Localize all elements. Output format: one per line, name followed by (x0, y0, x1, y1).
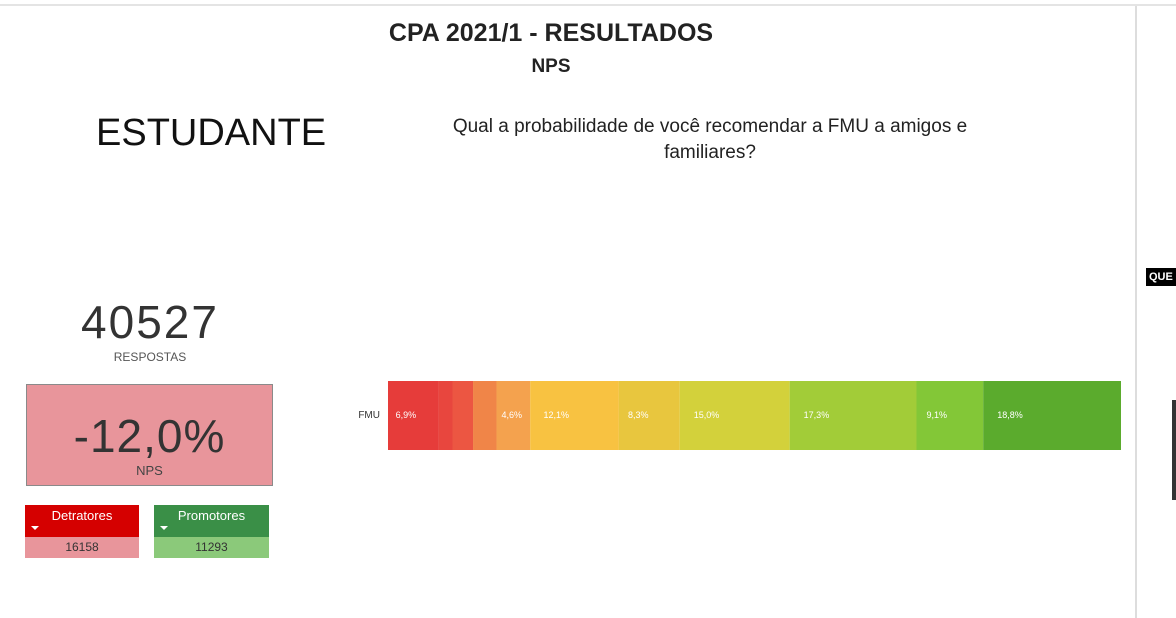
bar-segment (530, 381, 619, 450)
dropdown-icon (160, 526, 168, 530)
bar-segment (473, 381, 497, 450)
side-panel-edge (1172, 400, 1176, 500)
page-title: CPA 2021/1 - RESULTADOS (388, 19, 714, 47)
promoters-card: Promotores 11293 (154, 505, 269, 558)
data-label: 12,1% (544, 410, 570, 420)
panel-divider (1135, 6, 1137, 618)
data-label: 9,1% (926, 410, 947, 420)
bar-segment (916, 381, 984, 450)
bar-segment (789, 381, 917, 450)
question: Qual a probabilidade de você recomendar … (380, 114, 1040, 166)
nps-card: -12,0% NPS (26, 384, 273, 486)
bar-segment (679, 381, 790, 450)
bar-segment (438, 381, 453, 450)
bar-segment (452, 381, 474, 450)
responses-value: 40527 (81, 296, 219, 348)
page-subtitle: NPS (531, 56, 571, 77)
data-label: 8,3% (628, 410, 649, 420)
responses-label: RESPOSTAS (113, 350, 187, 364)
bar-segment (983, 381, 1121, 450)
nps-value: -12,0% (73, 410, 226, 462)
promoters-value: 11293 (154, 537, 269, 558)
top-border (0, 4, 1176, 6)
data-label: 15,0% (694, 410, 720, 420)
question-line: Qual a probabilidade de você recomendar … (452, 116, 968, 137)
category-label: FMU (358, 410, 380, 421)
data-label: 4,6% (502, 410, 523, 420)
audience-label: ESTUDANTE (96, 112, 327, 154)
detractors-value: 16158 (25, 537, 139, 558)
promoters-label: Promotores (154, 505, 269, 537)
bar-segment (388, 381, 439, 450)
data-label: 18,8% (997, 410, 1023, 420)
side-panel-label: QUE (1146, 268, 1176, 286)
nps-label: NPS (136, 463, 163, 478)
detractors-card: Detratores 16158 (25, 505, 139, 558)
data-label: 17,3% (804, 410, 830, 420)
bar-segment (618, 381, 680, 450)
question-line: familiares? (664, 142, 756, 163)
detractors-label: Detratores (25, 505, 139, 537)
bar-segment (496, 381, 531, 450)
dropdown-icon (31, 526, 39, 530)
data-label: 6,9% (396, 410, 417, 420)
